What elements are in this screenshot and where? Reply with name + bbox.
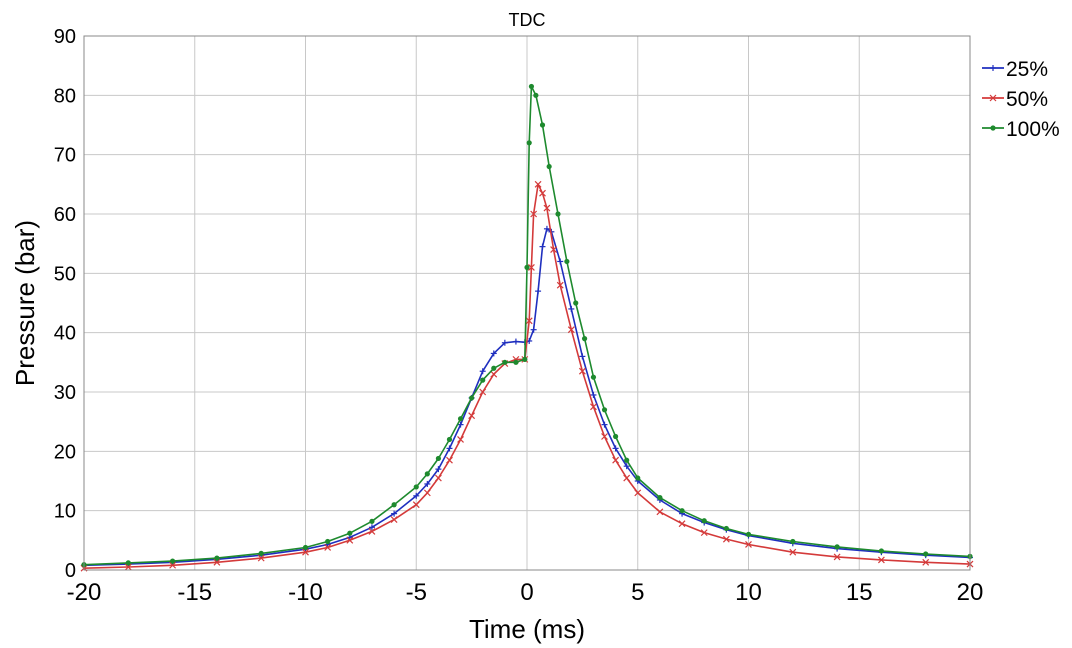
data-point (568, 306, 574, 312)
data-point (573, 300, 578, 305)
data-point (790, 539, 795, 544)
y-tick-label: 80 (54, 85, 76, 107)
data-point (624, 475, 630, 481)
tdc-annotation: TDC (509, 10, 546, 30)
y-tick-label: 30 (54, 382, 76, 404)
data-point (447, 437, 452, 442)
x-tick-label: 10 (735, 579, 762, 606)
data-point (923, 551, 928, 556)
data-point (469, 413, 475, 419)
data-point (657, 509, 663, 515)
data-point (513, 339, 519, 345)
data-point (531, 327, 537, 333)
data-point (555, 211, 560, 216)
data-point (424, 490, 430, 496)
data-point (458, 416, 463, 421)
data-point (522, 357, 527, 362)
y-tick-label: 20 (54, 441, 76, 463)
legend-marker (990, 65, 996, 71)
legend-label: 100% (1006, 118, 1060, 141)
data-point (533, 93, 538, 98)
x-tick-label: 5 (631, 579, 644, 606)
data-point (879, 548, 884, 553)
data-point (835, 544, 840, 549)
data-point (259, 551, 264, 556)
data-point (702, 518, 707, 523)
data-point (582, 336, 587, 341)
data-point (529, 84, 534, 89)
data-point (724, 526, 729, 531)
legend-label: 50% (1006, 88, 1048, 111)
data-point (435, 475, 441, 481)
legend-label: 25% (1006, 58, 1048, 81)
data-point (446, 457, 452, 463)
data-point (624, 458, 629, 463)
data-point (564, 259, 569, 264)
data-point (391, 517, 397, 523)
data-point (303, 545, 308, 550)
data-point (369, 519, 374, 524)
y-tick-label: 70 (54, 145, 76, 167)
data-point (540, 244, 546, 250)
data-point (557, 258, 563, 264)
data-point (540, 122, 545, 127)
data-point (425, 471, 430, 476)
data-point (679, 508, 684, 513)
y-tick-label: 10 (54, 501, 76, 523)
x-axis-title: Time (ms) (469, 614, 585, 644)
data-point (602, 407, 607, 412)
data-point (170, 559, 175, 564)
data-point (469, 395, 474, 400)
data-point (502, 360, 507, 365)
x-tick-label: -10 (288, 579, 323, 606)
data-point (635, 475, 640, 480)
x-tick-label: 0 (520, 579, 533, 606)
data-point (591, 375, 596, 380)
data-point (746, 532, 751, 537)
data-point (392, 502, 397, 507)
data-point (590, 392, 596, 398)
data-point (480, 378, 485, 383)
legend-item: 100% (982, 118, 1060, 141)
y-tick-label: 50 (54, 263, 76, 285)
x-tick-label: -20 (67, 579, 102, 606)
data-point (547, 164, 552, 169)
data-point (458, 436, 464, 442)
data-point (527, 140, 532, 145)
x-tick-label: -5 (406, 579, 427, 606)
x-tick-label: 15 (846, 579, 873, 606)
legend-item: 25% (982, 58, 1048, 81)
data-point (524, 265, 529, 270)
data-point (602, 422, 608, 428)
data-point (347, 531, 352, 536)
data-point (325, 539, 330, 544)
data-point (126, 560, 131, 565)
y-axis-title: Pressure (bar) (10, 220, 40, 386)
data-point (414, 484, 419, 489)
data-point (657, 495, 662, 500)
x-tick-label: 20 (957, 579, 984, 606)
data-point (491, 366, 496, 371)
data-point (491, 371, 497, 377)
legend: 25% 50% 100% (982, 58, 1060, 141)
data-point (613, 457, 619, 463)
data-point (513, 360, 518, 365)
data-point (446, 445, 452, 451)
data-point (613, 434, 618, 439)
tick-labels: -20 -15 -10 -5 0 5 10 15 20 0 10 20 30 40 50 60 70 80 90 (54, 26, 984, 606)
x-tick-label: -15 (177, 579, 212, 606)
y-tick-label: 40 (54, 323, 76, 345)
y-tick-label: 60 (54, 204, 76, 226)
data-point (579, 353, 585, 359)
grid (84, 36, 970, 570)
legend-marker (990, 125, 995, 130)
y-tick-label: 90 (54, 26, 76, 48)
y-tick-label: 0 (65, 560, 76, 582)
data-point (436, 456, 441, 461)
data-point (214, 556, 219, 561)
data-point (535, 288, 541, 294)
legend-item: 50% (982, 88, 1048, 111)
